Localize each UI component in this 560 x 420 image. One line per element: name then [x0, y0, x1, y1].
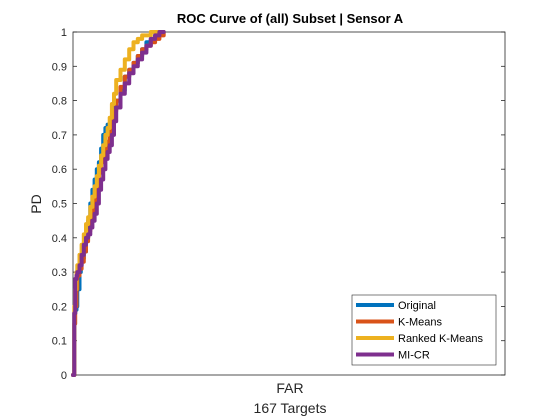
- y-tick-label: 0.9: [52, 61, 67, 73]
- y-tick-label: 0: [61, 370, 67, 382]
- y-tick-label: 0.1: [52, 336, 67, 348]
- chart-title: ROC Curve of (all) Subset | Sensor A: [177, 11, 404, 26]
- y-tick-label: 0.5: [52, 199, 67, 211]
- legend-label: MI-CR: [398, 350, 430, 362]
- x-axis-label: FAR: [276, 380, 303, 396]
- legend-label: Original: [398, 300, 436, 312]
- legend: Original K-Means Ranked K-Means MI-CR: [351, 294, 497, 366]
- y-tick-label: 0.2: [52, 301, 67, 313]
- series-line-mi-cr: [71, 30, 166, 377]
- y-tick-label: 0.3: [52, 267, 67, 279]
- legend-label: Ranked K-Means: [398, 333, 483, 345]
- y-tick-label: 0.4: [52, 233, 67, 245]
- x-axis-sublabel: 167 Targets: [254, 400, 327, 416]
- y-tick-label: 1: [61, 27, 67, 39]
- y-tick-label: 0.6: [52, 164, 67, 176]
- y-axis-label: PD: [28, 194, 44, 213]
- y-tick-label: 0.8: [52, 96, 67, 108]
- y-axis-ticks: 0 0.1 0.2 0.3 0.4 0.5 0.6 0.7 0.8 0.9 1: [52, 27, 505, 382]
- legend-label: K-Means: [398, 317, 443, 329]
- y-tick-label: 0.7: [52, 130, 67, 142]
- series-lines: [71, 30, 166, 377]
